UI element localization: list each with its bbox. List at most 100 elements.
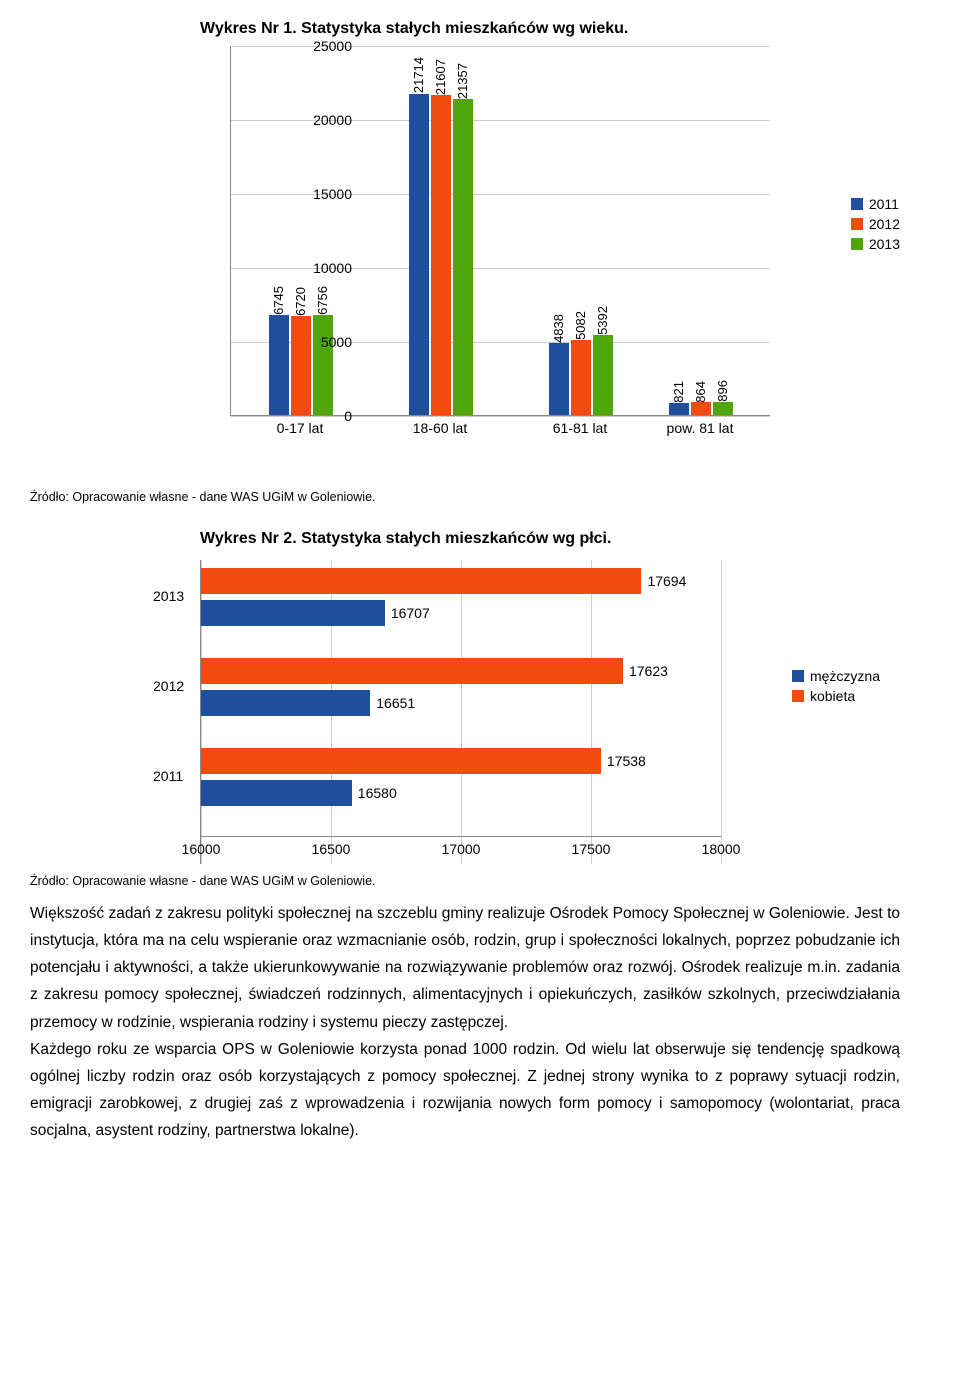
legend-swatch <box>792 670 804 682</box>
legend-label: 2013 <box>869 236 900 252</box>
chart2-legend: mężczyzna kobieta <box>792 668 880 708</box>
chart1-bar-label: 21607 <box>433 57 448 95</box>
chart1-bar-group: 217142160721357 <box>396 94 486 415</box>
chart1-title: Wykres Nr 1. Statystyka stałych mieszkań… <box>200 20 900 38</box>
chart2-bar <box>201 748 601 774</box>
legend-swatch <box>851 198 863 210</box>
chart1-ytick: 15000 <box>313 186 352 202</box>
chart1-bar-label: 6745 <box>271 284 286 315</box>
chart1-bar-label: 5392 <box>595 304 610 335</box>
chart2-container: 2013176941670720121762316651201117538165… <box>200 560 860 864</box>
chart2-bar <box>201 658 623 684</box>
paragraph-2: Każdego roku ze wsparcia OPS w Goleniowi… <box>30 1036 900 1145</box>
chart1-bar-label: 21357 <box>455 61 470 99</box>
chart1-bar-label: 5082 <box>573 309 588 340</box>
chart2-bar-label: 17538 <box>607 753 646 769</box>
chart1-xtick: 18-60 lat <box>380 420 500 436</box>
chart2-bar-row: 17623 <box>201 656 720 686</box>
chart2-xaxis: 1600016500170001750018000 <box>201 836 721 864</box>
chart2-xtick: 18000 <box>702 841 741 857</box>
chart1-bar: 21607 <box>431 95 451 415</box>
chart1-bar: 5392 <box>593 335 613 415</box>
chart1-bar: 6745 <box>269 315 289 415</box>
chart2-bar <box>201 600 385 626</box>
chart1-legend-item: 2012 <box>851 216 900 232</box>
chart2-xtick: 17000 <box>442 841 481 857</box>
chart2-row-group: 20111753816580 <box>201 746 720 808</box>
chart1-source: Źródło: Opracowanie własne - dane WAS UG… <box>30 490 900 504</box>
chart2-bar <box>201 568 641 594</box>
chart1-bar-label: 6756 <box>315 284 330 315</box>
chart2-legend-item: mężczyzna <box>792 668 880 684</box>
chart1-bar-label: 864 <box>693 379 708 403</box>
chart2-gridline <box>721 560 722 864</box>
chart2-bar <box>201 780 352 806</box>
chart2-bar-label: 16707 <box>391 605 430 621</box>
chart1-container: 201120122013 674567206756217142160721357… <box>170 46 900 486</box>
chart1-ytick: 25000 <box>313 38 352 54</box>
chart1-bar-label: 821 <box>671 379 686 403</box>
chart2-legend-item: kobieta <box>792 688 880 704</box>
chart1-bar: 864 <box>691 402 711 415</box>
chart1-ytick: 20000 <box>313 112 352 128</box>
chart1-bar: 821 <box>669 403 689 415</box>
chart2-title: Wykres Nr 2. Statystyka stałych mieszkań… <box>200 530 900 548</box>
chart2-row-group: 20121762316651 <box>201 656 720 718</box>
chart1-bar: 5082 <box>571 340 591 415</box>
chart1-bar-group: 483850825392 <box>536 335 626 415</box>
chart1-xtick: pow. 81 lat <box>640 420 760 436</box>
legend-swatch <box>851 238 863 250</box>
chart2-category-label: 2012 <box>153 678 184 694</box>
legend-swatch <box>851 218 863 230</box>
chart2-bar-label: 16651 <box>376 695 415 711</box>
chart1-bar-group: 674567206756 <box>256 315 346 415</box>
chart1-bar-group: 821864896 <box>656 402 746 415</box>
chart1-bar: 21357 <box>453 99 473 415</box>
chart1-bar: 6756 <box>313 315 333 415</box>
legend-label: kobieta <box>810 688 855 704</box>
chart1-bar: 6720 <box>291 316 311 415</box>
chart2-bar-label: 17694 <box>647 573 686 589</box>
chart2-xtick: 16000 <box>182 841 221 857</box>
chart1-gridline <box>231 46 770 47</box>
chart1-bar-label: 6720 <box>293 285 308 316</box>
chart2-bar-row: 17694 <box>201 566 720 596</box>
chart1-gridline <box>231 194 770 195</box>
chart1-bar-label: 4838 <box>551 312 566 343</box>
chart1-bar: 4838 <box>549 343 569 415</box>
legend-label: mężczyzna <box>810 668 880 684</box>
chart2-bar-row: 16651 <box>201 688 720 718</box>
chart1-xtick: 61-81 lat <box>520 420 640 436</box>
legend-label: 2011 <box>869 196 899 212</box>
chart1-xtick: 0-17 lat <box>240 420 360 436</box>
chart1-bar: 896 <box>713 402 733 415</box>
chart1-plot: 201120122013 674567206756217142160721357… <box>230 46 770 416</box>
chart2-category-label: 2013 <box>153 588 184 604</box>
chart1-gridline <box>231 268 770 269</box>
chart1-bar-label: 896 <box>715 378 730 402</box>
chart2-bar-label: 16580 <box>358 785 397 801</box>
chart2-category-label: 2011 <box>153 768 183 784</box>
chart1-ytick: 10000 <box>313 260 352 276</box>
chart1-ytick: 5000 <box>321 334 352 350</box>
chart1-legend-item: 2013 <box>851 236 900 252</box>
chart1-bar: 21714 <box>409 94 429 415</box>
chart2-source: Źródło: Opracowanie własne - dane WAS UG… <box>30 874 900 888</box>
chart2-bar-row: 16580 <box>201 778 720 808</box>
chart1-gridline <box>231 416 770 417</box>
legend-swatch <box>792 690 804 702</box>
chart1-legend-item: 2011 <box>851 196 900 212</box>
chart2-bar <box>201 690 370 716</box>
chart2-row-group: 20131769416707 <box>201 566 720 628</box>
chart1-gridline <box>231 120 770 121</box>
chart2-xtick: 17500 <box>572 841 611 857</box>
body-text: Większość zadań z zakresu polityki społe… <box>30 900 900 1144</box>
chart2-xtick: 16500 <box>312 841 351 857</box>
chart2-bar-row: 17538 <box>201 746 720 776</box>
chart2-plot: 2013176941670720121762316651201117538165… <box>200 560 720 864</box>
chart2-bar-row: 16707 <box>201 598 720 628</box>
chart1-bar-label: 21714 <box>411 55 426 93</box>
paragraph-1: Większość zadań z zakresu polityki społe… <box>30 900 900 1036</box>
chart1-legend: 2011 2012 2013 <box>851 196 900 256</box>
chart2-bar-label: 17623 <box>629 663 668 679</box>
